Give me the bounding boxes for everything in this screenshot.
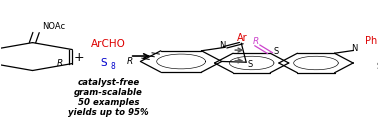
Text: NOAc: NOAc bbox=[42, 22, 65, 31]
Text: R: R bbox=[253, 37, 259, 45]
Text: S: S bbox=[376, 61, 378, 71]
Text: Ar: Ar bbox=[237, 33, 247, 43]
Text: N: N bbox=[351, 44, 357, 53]
Text: +: + bbox=[73, 51, 84, 64]
Text: gram-scalable: gram-scalable bbox=[74, 88, 143, 97]
Text: yields up to 95%: yields up to 95% bbox=[68, 108, 149, 117]
Text: R: R bbox=[57, 59, 64, 68]
Text: S: S bbox=[247, 60, 253, 69]
Text: 8: 8 bbox=[110, 62, 115, 71]
Text: Ph: Ph bbox=[366, 36, 378, 46]
Text: N: N bbox=[219, 41, 225, 50]
Text: R: R bbox=[126, 57, 133, 66]
Text: ArCHO: ArCHO bbox=[91, 39, 126, 49]
Text: S: S bbox=[101, 58, 107, 68]
Text: 50 examples: 50 examples bbox=[78, 98, 139, 107]
Text: catalyst-free: catalyst-free bbox=[77, 78, 139, 87]
Text: S: S bbox=[273, 47, 279, 56]
